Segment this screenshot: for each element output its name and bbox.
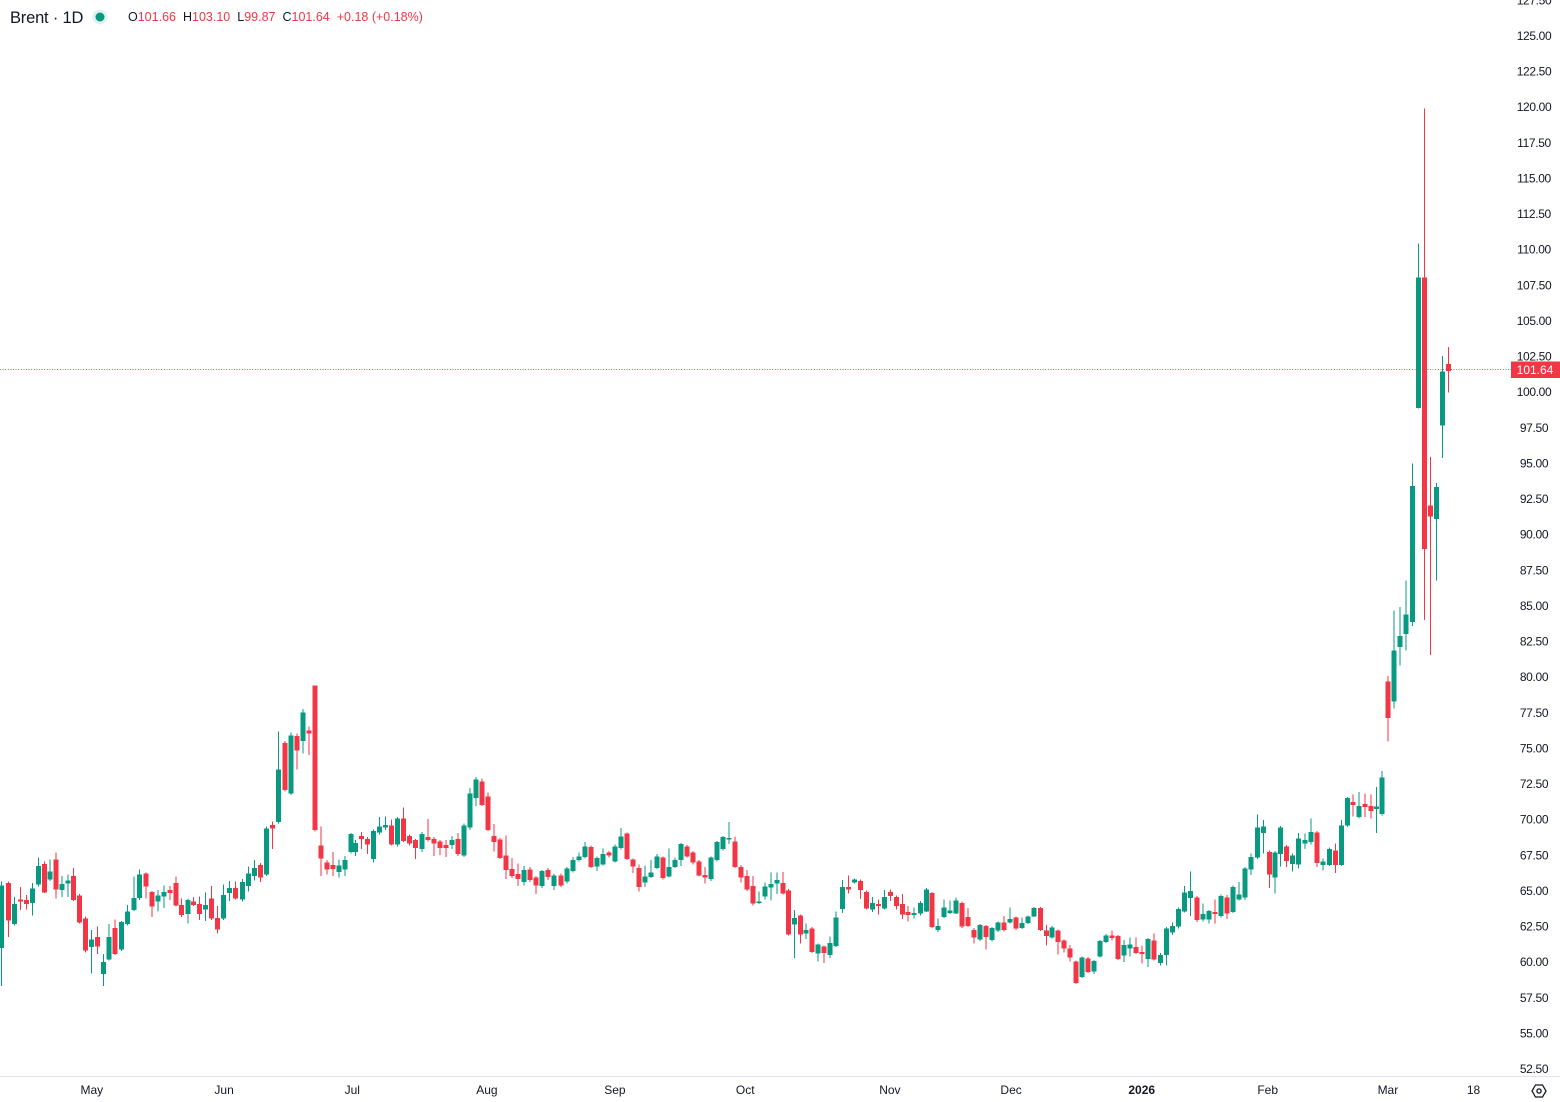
svg-text:117.50: 117.50 — [1517, 136, 1551, 150]
svg-text:60.00: 60.00 — [1520, 955, 1549, 969]
svg-text:Oct: Oct — [736, 1083, 755, 1097]
svg-text:107.50: 107.50 — [1517, 278, 1552, 292]
svg-text:Jun: Jun — [214, 1083, 233, 1097]
svg-text:18: 18 — [1467, 1083, 1481, 1097]
svg-text:120.00: 120.00 — [1517, 100, 1552, 114]
svg-text:Aug: Aug — [476, 1083, 497, 1097]
svg-text:102.50: 102.50 — [1517, 350, 1552, 364]
svg-text:105.00: 105.00 — [1517, 314, 1552, 328]
svg-text:115.00: 115.00 — [1517, 171, 1551, 185]
svg-text:72.50: 72.50 — [1520, 777, 1549, 791]
svg-text:90.00: 90.00 — [1520, 528, 1549, 542]
svg-text:67.50: 67.50 — [1520, 848, 1549, 862]
svg-text:80.00: 80.00 — [1520, 670, 1549, 684]
svg-text:Feb: Feb — [1257, 1083, 1278, 1097]
svg-text:62.50: 62.50 — [1520, 920, 1549, 934]
svg-text:125.00: 125.00 — [1517, 29, 1552, 43]
svg-text:97.50: 97.50 — [1520, 421, 1549, 435]
svg-text:Nov: Nov — [879, 1083, 900, 1097]
svg-text:52.50: 52.50 — [1520, 1062, 1549, 1076]
svg-text:Mar: Mar — [1378, 1083, 1399, 1097]
svg-text:75.00: 75.00 — [1520, 741, 1549, 755]
svg-text:Dec: Dec — [1000, 1083, 1021, 1097]
svg-text:55.00: 55.00 — [1520, 1026, 1549, 1040]
svg-text:87.50: 87.50 — [1520, 563, 1549, 577]
svg-text:92.50: 92.50 — [1520, 492, 1549, 506]
svg-text:2026: 2026 — [1128, 1083, 1155, 1097]
svg-text:110.00: 110.00 — [1517, 243, 1551, 257]
svg-text:77.50: 77.50 — [1520, 706, 1549, 720]
svg-text:100.00: 100.00 — [1517, 385, 1552, 399]
svg-text:101.64: 101.64 — [1517, 363, 1554, 377]
svg-text:65.00: 65.00 — [1520, 884, 1549, 898]
svg-text:85.00: 85.00 — [1520, 599, 1549, 613]
svg-text:Brent · 1D: Brent · 1D — [10, 9, 83, 27]
svg-text:Jul: Jul — [345, 1083, 360, 1097]
svg-text:82.50: 82.50 — [1520, 635, 1549, 649]
svg-text:122.50: 122.50 — [1517, 65, 1552, 79]
svg-text:Sep: Sep — [604, 1083, 626, 1097]
svg-text:May: May — [80, 1083, 103, 1097]
svg-text:112.50: 112.50 — [1517, 207, 1551, 221]
svg-text:127.50: 127.50 — [1517, 0, 1552, 7]
svg-text:95.00: 95.00 — [1520, 456, 1549, 470]
svg-text:70.00: 70.00 — [1520, 813, 1549, 827]
svg-text:57.50: 57.50 — [1520, 991, 1549, 1005]
